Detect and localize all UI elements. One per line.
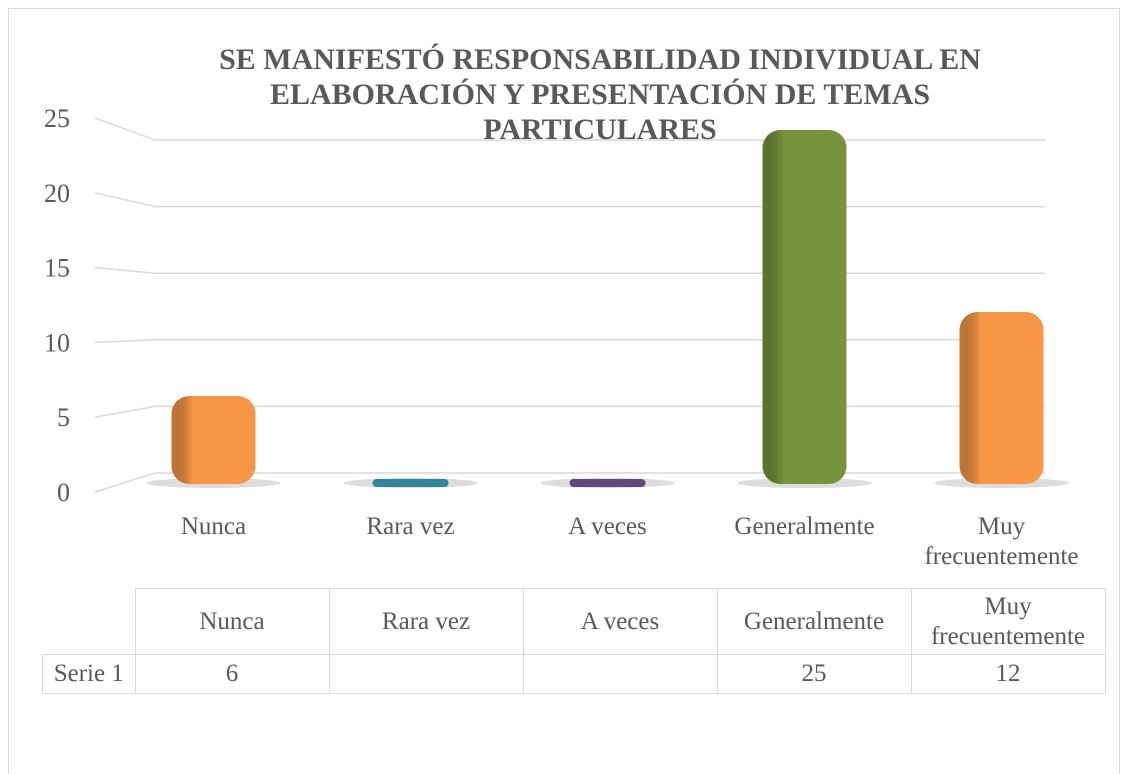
x-tick-label: Rara vez <box>366 513 455 540</box>
y-tick-label: 20 <box>44 179 70 208</box>
grid-line <box>94 117 1045 141</box>
x-tick-label: A veces <box>568 513 647 540</box>
table-category: Generalmente <box>716 588 912 655</box>
table-value: 12 <box>910 654 1106 694</box>
table-value <box>328 654 524 694</box>
table-category: A veces <box>522 588 718 655</box>
table-value: 25 <box>716 654 912 694</box>
bar-shade <box>171 396 256 484</box>
bar-shade <box>959 312 1044 484</box>
bar-shade <box>762 130 847 484</box>
table-category: Muy frecuentemente <box>910 588 1106 655</box>
table-category: Nunca <box>134 588 330 655</box>
chart-frame <box>8 8 1120 774</box>
empty-disc <box>569 479 646 487</box>
y-tick-label: 5 <box>57 403 70 432</box>
grid-line <box>94 472 1045 493</box>
y-tick-label: 0 <box>57 478 70 507</box>
data-table: Nunca Rara vez A veces Generalmente Muy frec… <box>42 588 1106 694</box>
y-tick-label: 15 <box>44 254 70 283</box>
table-header-row: Nunca Rara vez A veces Generalmente Muy frec… <box>42 588 1106 655</box>
empty-disc <box>372 479 449 487</box>
grid-line <box>94 266 1045 274</box>
table-value <box>522 654 718 694</box>
y-tick-label: 25 <box>44 104 70 133</box>
table-value: 6 <box>134 654 330 694</box>
chart-title: SE MANIFESTÓ RESPONSABILIDAD INDIVIDUAL … <box>219 43 981 146</box>
x-tick-label: Muy frecuentemente <box>924 513 1079 570</box>
y-tick-label: 10 <box>44 328 70 357</box>
grid-line <box>94 339 1045 344</box>
grid-line <box>94 405 1045 418</box>
grid-line <box>94 192 1045 208</box>
x-tick-label: Generalmente <box>734 513 875 540</box>
table-category: Rara vez <box>328 588 524 655</box>
x-tick-label: Nunca <box>180 513 247 540</box>
series-name: Serie 1 <box>42 654 136 694</box>
table-corner <box>42 588 136 655</box>
table-data-row: Serie 1 6 25 12 <box>42 654 1106 694</box>
